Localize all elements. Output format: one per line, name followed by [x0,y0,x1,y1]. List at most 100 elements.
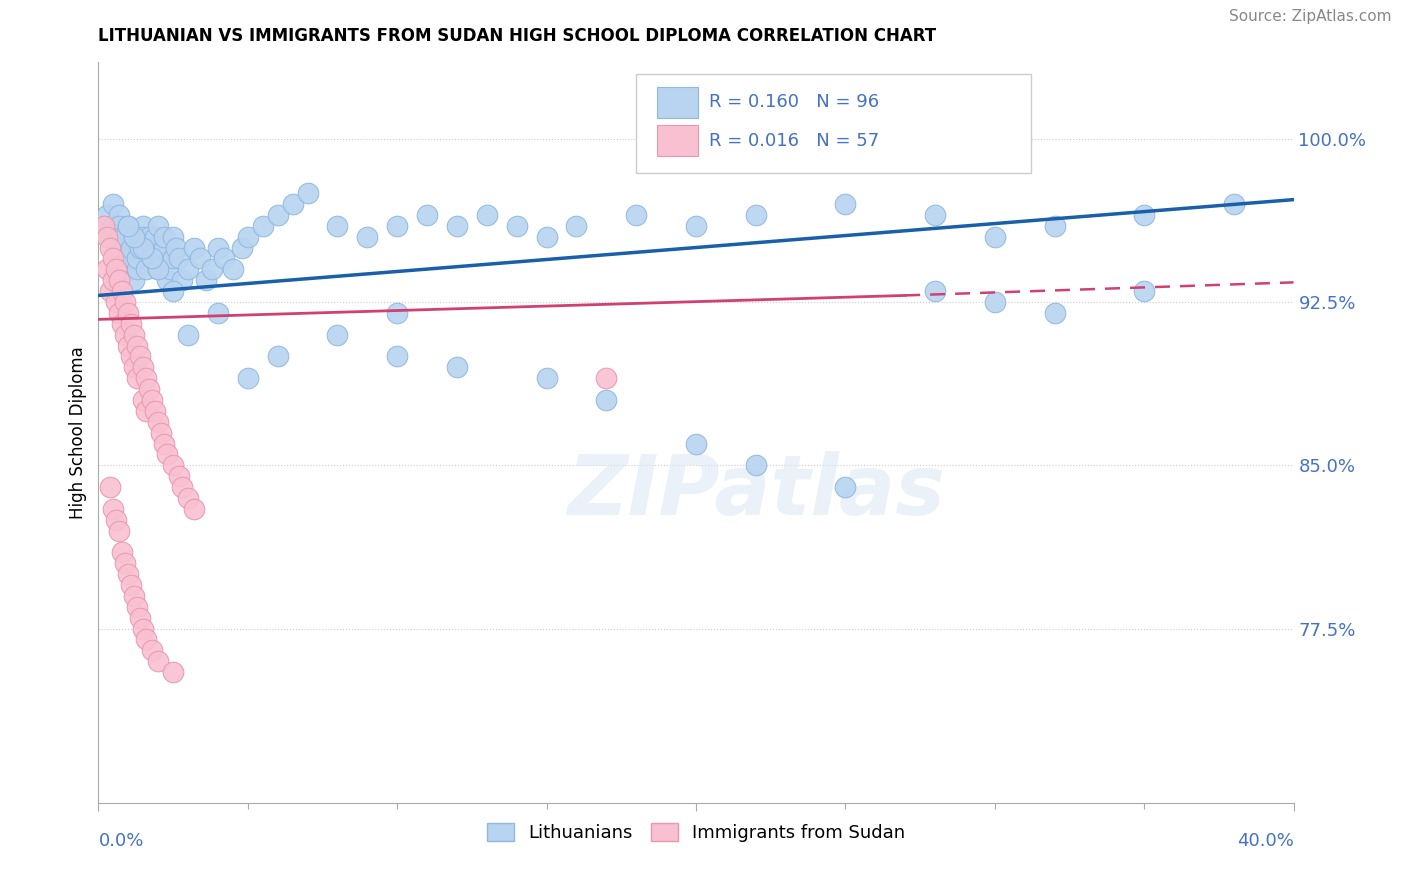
Point [114,556,136,570]
Point [595,371,617,385]
Point [177,491,200,505]
Point [108,273,131,287]
Point [124,327,146,342]
Point [475,208,498,222]
Point [231,240,253,254]
Point [626,208,648,222]
Point [212,252,235,266]
Point [745,208,768,222]
Point [138,382,160,396]
Point [132,360,155,375]
Point [984,295,1007,310]
Point [127,252,149,266]
Point [159,262,181,277]
Point [108,219,131,233]
Point [148,415,170,429]
Bar [657,87,699,118]
Point [267,208,290,222]
Point [135,262,157,277]
Point [326,327,349,342]
Point [141,392,163,407]
Point [103,252,125,266]
Point [105,295,128,310]
Point [745,458,768,473]
Point [165,240,187,254]
Point [108,524,131,538]
Point [162,229,184,244]
Point [685,219,707,233]
Point [267,350,290,364]
Point [124,229,146,244]
Point [124,229,146,244]
Point [108,306,131,320]
Text: Source: ZipAtlas.com: Source: ZipAtlas.com [1229,9,1392,24]
Point [177,327,200,342]
Point [135,371,157,385]
Point [416,208,439,222]
Legend: Lithuanians, Immigrants from Sudan: Lithuanians, Immigrants from Sudan [479,815,912,849]
Point [172,273,194,287]
Point [117,306,139,320]
Point [156,447,179,461]
Point [1133,208,1156,222]
Point [105,262,128,277]
Point [117,567,139,582]
Point [96,229,118,244]
Point [105,240,128,254]
Point [141,252,163,266]
Point [132,622,155,636]
Point [148,219,170,233]
Point [162,284,184,298]
Point [150,425,173,440]
Point [114,240,136,254]
Point [124,360,146,375]
Point [984,229,1007,244]
Text: ZIPatlas: ZIPatlas [567,451,945,533]
Point [103,197,125,211]
Point [120,317,142,331]
Text: 40.0%: 40.0% [1237,832,1294,850]
Point [297,186,319,200]
Point [114,327,136,342]
Point [834,480,856,494]
Point [124,273,146,287]
Point [120,350,142,364]
Point [201,262,224,277]
Point [685,436,707,450]
Point [93,219,115,233]
Point [167,252,190,266]
Point [195,273,218,287]
Point [124,589,146,603]
Point [385,350,409,364]
Point [132,229,155,244]
Point [141,240,163,254]
Point [148,262,170,277]
Point [96,208,118,222]
Point [117,338,139,352]
Point [103,219,125,233]
Point [356,229,378,244]
Point [1043,306,1066,320]
Point [141,252,163,266]
Point [111,252,134,266]
Point [385,219,409,233]
Point [127,599,149,614]
Point [153,240,176,254]
Point [117,219,139,233]
Point [595,392,617,407]
Point [148,654,170,668]
Point [385,306,409,320]
Point [96,262,118,277]
Point [506,219,529,233]
Point [135,404,157,418]
Point [135,632,157,647]
Point [132,240,155,254]
Point [93,219,115,233]
Point [236,371,259,385]
Point [162,252,184,266]
Point [183,501,205,516]
Point [127,371,149,385]
Point [326,219,349,233]
Point [536,229,558,244]
Point [207,306,229,320]
